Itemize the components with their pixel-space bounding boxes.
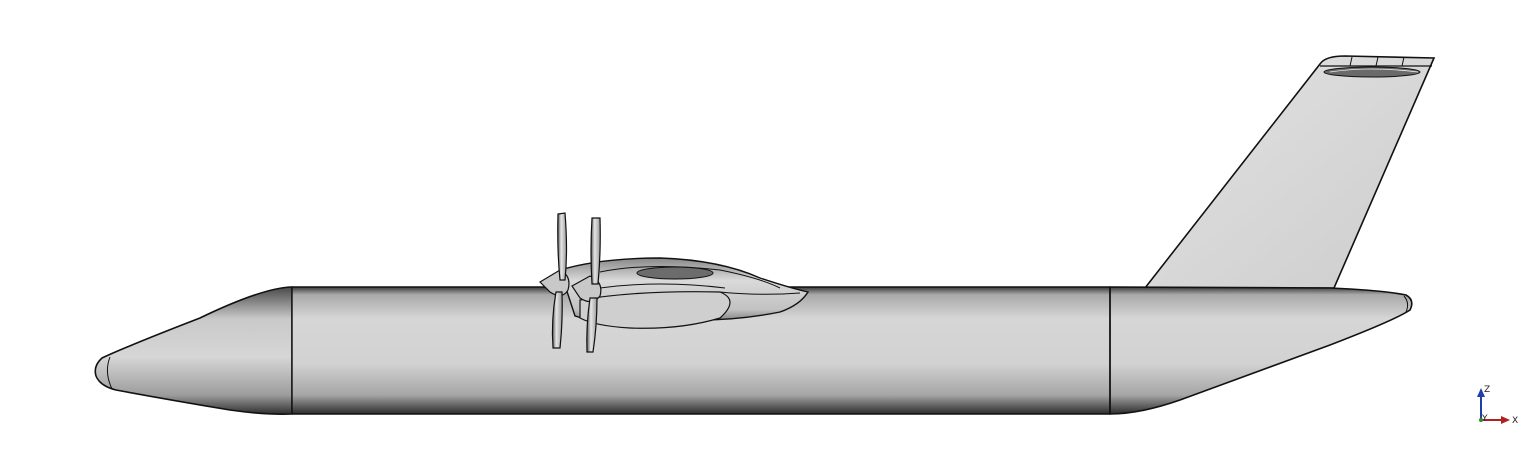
x-axis-arrow — [1501, 416, 1510, 424]
y-axis-label: Y — [1481, 414, 1488, 424]
rear-propeller-lower-blade — [586, 297, 598, 353]
rear-propeller[interactable] — [586, 217, 601, 353]
tailcone-tip-seam — [1403, 295, 1409, 313]
y-axis-dot — [1479, 418, 1483, 422]
nose-cone — [94, 286, 293, 415]
rear-propeller-upper-blade — [590, 217, 601, 285]
nose-tip-seam — [106, 356, 113, 390]
fin-tip-pod-highlight — [1329, 68, 1419, 73]
front-propeller-lower-blade — [551, 291, 563, 349]
fin-tip-ribs — [1349, 56, 1405, 67]
tailcone-surface — [1109, 286, 1413, 415]
fin-surface — [1143, 55, 1436, 289]
z-axis-label: Z — [1484, 385, 1490, 395]
engine-nacelle[interactable] — [559, 257, 810, 329]
front-propeller[interactable] — [551, 212, 568, 349]
fin-tip-pod — [1323, 66, 1421, 78]
wing-root-line — [719, 291, 801, 295]
front-propeller-upper-blade — [557, 212, 568, 281]
fuselage-nose[interactable] — [94, 286, 293, 415]
fuselage-tailcone[interactable] — [1109, 286, 1413, 415]
nacelle-lower-cowl — [579, 291, 731, 329]
nacelle-upper-seam — [599, 265, 781, 289]
nacelle-mid-seam — [599, 283, 726, 289]
axis-triad: Z Y X — [1477, 385, 1518, 426]
x-axis-label: X — [1512, 416, 1518, 426]
nacelle-inlet — [636, 266, 714, 280]
z-axis-arrow — [1477, 388, 1485, 397]
vertical-tail-fin[interactable] — [1143, 55, 1436, 289]
